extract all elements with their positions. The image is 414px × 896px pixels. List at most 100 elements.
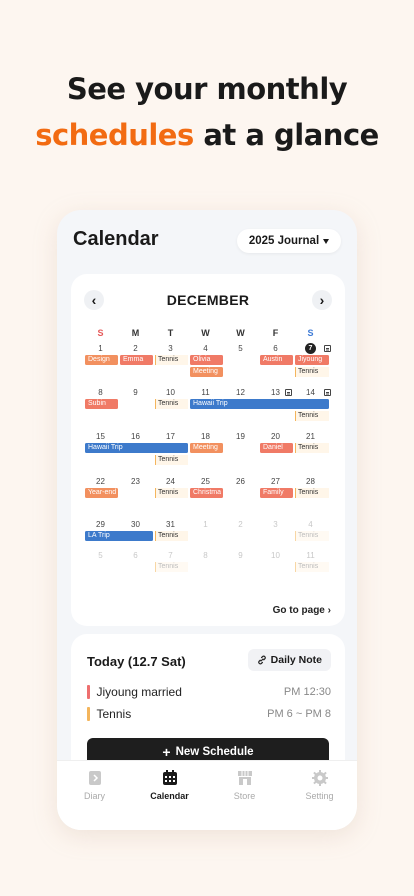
schedule-time: PM 6 ~ PM 8 <box>267 708 331 720</box>
weekday-label: S <box>97 328 104 338</box>
day-number[interactable]: 31 <box>166 520 175 529</box>
today-day-number[interactable]: 7 <box>293 343 328 354</box>
event-chip[interactable]: Tennis <box>155 355 188 365</box>
day-number[interactable]: 9 <box>133 388 138 397</box>
headline-rest: at a glance <box>193 118 379 152</box>
go-to-page-link[interactable]: Go to page › <box>272 605 331 616</box>
day-number[interactable]: 7 <box>168 551 173 560</box>
day-number[interactable]: 1 <box>203 520 208 529</box>
day-number[interactable]: 11 <box>201 388 210 397</box>
day-number[interactable]: 8 <box>203 551 208 560</box>
day-number[interactable]: 14 <box>306 388 315 397</box>
day-number[interactable]: 24 <box>166 477 175 486</box>
day-number[interactable]: 10 <box>166 388 175 397</box>
event-chip[interactable]: Tennis <box>155 562 188 572</box>
journal-selector-label: 2025 Journal <box>248 235 320 247</box>
event-chip[interactable]: Tennis <box>295 531 329 541</box>
day-number[interactable]: 26 <box>236 477 245 486</box>
event-chip[interactable]: Tennis <box>155 399 188 409</box>
day-number[interactable]: 10 <box>271 551 280 560</box>
gear-icon <box>311 770 328 786</box>
prev-month-button[interactable]: ‹ <box>84 290 104 310</box>
event-chip[interactable]: Tennis <box>295 562 329 572</box>
event-chip[interactable]: Christma <box>190 488 223 498</box>
event-chip[interactable]: Subin <box>85 399 118 409</box>
day-number[interactable]: 3 <box>168 344 173 353</box>
event-chip[interactable]: Jiyoung <box>295 355 329 365</box>
day-number[interactable]: 19 <box>236 432 245 441</box>
chevron-right-icon: › <box>327 605 331 616</box>
event-chip[interactable]: Austin <box>260 355 293 365</box>
day-number[interactable]: 15 <box>96 432 105 441</box>
day-number[interactable]: 5 <box>98 551 103 560</box>
day-number[interactable]: 4 <box>308 520 313 529</box>
event-chip[interactable]: Daniel <box>260 443 293 453</box>
event-chip[interactable]: Hawaii Trip <box>190 399 329 409</box>
weekday-label: W <box>236 328 245 338</box>
day-number[interactable]: 25 <box>201 477 210 486</box>
day-number[interactable]: 20 <box>271 432 280 441</box>
day-number[interactable]: 30 <box>131 520 140 529</box>
chevron-down-icon <box>323 238 330 244</box>
schedule-item[interactable]: Jiyoung married PM 12:30 <box>87 684 331 700</box>
event-chip[interactable]: Tennis <box>295 367 329 377</box>
day-number[interactable]: 1 <box>98 344 103 353</box>
day-number[interactable]: 28 <box>306 477 315 486</box>
event-chip[interactable]: Meeting <box>190 443 223 453</box>
daily-note-button[interactable]: Daily Note <box>247 649 331 671</box>
day-number[interactable]: 23 <box>131 477 140 486</box>
day-number[interactable]: 29 <box>96 520 105 529</box>
day-number[interactable]: 2 <box>133 344 138 353</box>
day-number[interactable]: 4 <box>203 344 208 353</box>
event-chip[interactable]: Tennis <box>155 531 188 541</box>
event-chip[interactable]: LA Trip <box>85 531 153 541</box>
tab-setting[interactable]: Setting <box>282 769 357 801</box>
event-chip[interactable]: Tennis <box>155 455 188 465</box>
bottom-tab-bar: Diary Calendar Store Setting <box>57 760 357 830</box>
day-number[interactable]: 3 <box>273 520 278 529</box>
event-chip[interactable]: Tennis <box>295 411 329 421</box>
month-title: DECEMBER <box>166 292 250 308</box>
event-chip[interactable]: Tennis <box>295 488 329 498</box>
event-chip[interactable]: Meeting <box>190 367 223 377</box>
day-number[interactable]: 13 <box>271 388 280 397</box>
chevron-right-icon: › <box>319 292 325 308</box>
day-number[interactable]: 27 <box>271 477 280 486</box>
memo-icon <box>324 389 331 396</box>
headline-line-2: schedules at a glance <box>0 112 414 158</box>
weekday-label: F <box>272 328 279 338</box>
tab-diary[interactable]: Diary <box>57 769 132 801</box>
page-title: Calendar <box>73 228 159 250</box>
day-number[interactable]: 17 <box>166 432 175 441</box>
event-chip[interactable]: Olivia <box>190 355 223 365</box>
day-number[interactable]: 8 <box>98 388 103 397</box>
day-number[interactable]: 12 <box>236 388 245 397</box>
day-number[interactable]: 21 <box>306 432 315 441</box>
day-number[interactable]: 5 <box>238 344 243 353</box>
event-chip[interactable]: Tennis <box>295 443 329 453</box>
memo-icon <box>324 345 331 352</box>
day-number[interactable]: 6 <box>273 344 278 353</box>
event-chip[interactable]: Year-end <box>85 488 118 498</box>
tab-store[interactable]: Store <box>207 769 282 801</box>
day-number[interactable]: 18 <box>201 432 210 441</box>
event-chip[interactable]: Emma <box>120 355 153 365</box>
schedule-item[interactable]: Tennis PM 6 ~ PM 8 <box>87 706 331 722</box>
day-number[interactable]: 11 <box>306 551 315 560</box>
event-chip[interactable]: Family <box>260 488 293 498</box>
day-number[interactable]: 6 <box>133 551 138 560</box>
day-number[interactable]: 16 <box>131 432 140 441</box>
next-month-button[interactable]: › <box>312 290 332 310</box>
today-title: Today (12.7 Sat) <box>87 654 186 669</box>
event-chip[interactable]: Design <box>85 355 118 365</box>
schedule-title: Jiyoung married <box>96 685 182 699</box>
event-chip[interactable]: Tennis <box>155 488 188 498</box>
tab-calendar[interactable]: Calendar <box>132 769 207 801</box>
day-number[interactable]: 9 <box>238 551 243 560</box>
event-chip[interactable]: Hawaii Trip <box>85 443 188 453</box>
schedule-color-bar <box>87 685 90 699</box>
memo-icon <box>285 389 292 396</box>
day-number[interactable]: 2 <box>238 520 243 529</box>
day-number[interactable]: 22 <box>96 477 105 486</box>
journal-selector[interactable]: 2025 Journal <box>237 229 341 253</box>
